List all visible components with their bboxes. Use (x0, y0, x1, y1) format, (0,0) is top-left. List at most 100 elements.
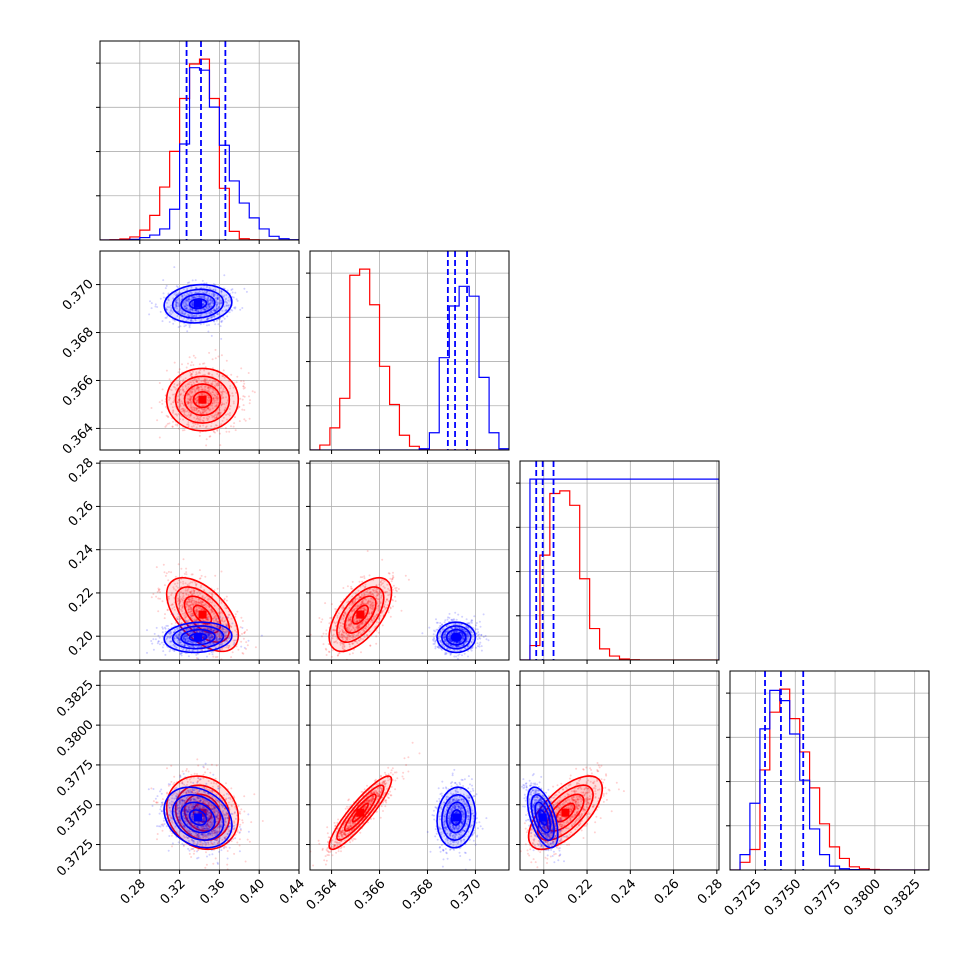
scatter-point (237, 638, 239, 640)
scatter-point (234, 292, 236, 294)
scatter-point (375, 635, 377, 637)
scatter-point (240, 380, 242, 382)
scatter-point (146, 629, 148, 631)
scatter-point (159, 401, 161, 403)
scatter-point (334, 675, 336, 677)
scatter-point (364, 577, 366, 579)
scatter-point (162, 320, 164, 322)
scatter-point (187, 363, 189, 365)
scatter-point (405, 575, 407, 577)
scatter-point (163, 644, 165, 646)
scatter-point (178, 326, 180, 328)
scatter-point (185, 571, 187, 573)
scatter-point (243, 288, 245, 290)
scatter-point (483, 636, 485, 638)
panel-1-0: 0.3640.3660.3680.370 (60, 251, 299, 458)
scatter-point (215, 349, 217, 351)
scatter-point (225, 617, 227, 619)
scatter-point (378, 632, 380, 634)
scatter-point (156, 566, 158, 568)
scatter-point (389, 578, 391, 580)
y-tick-label: 0.20 (66, 628, 97, 659)
scatter-point (159, 643, 161, 645)
scatter-point (157, 635, 159, 637)
scatter-point (359, 581, 361, 583)
scatter-point (164, 426, 166, 428)
scatter-point (331, 656, 333, 658)
scatter-point (151, 407, 153, 409)
scatter-point (337, 673, 339, 675)
scatter-point (185, 568, 187, 570)
scatter-point (197, 653, 199, 655)
scatter-point (191, 574, 193, 576)
scatter-point (234, 639, 236, 641)
scatter-point (162, 628, 164, 630)
scatter-point (212, 656, 214, 658)
scatter-point (248, 372, 250, 374)
scatter-point (230, 656, 232, 658)
panel-plot-area (100, 41, 299, 240)
scatter-point (195, 279, 197, 281)
scatter-point (156, 419, 158, 421)
scatter-point (169, 378, 171, 380)
scatter-point (350, 588, 352, 590)
scatter-point (233, 667, 235, 669)
scatter-point (248, 395, 250, 397)
histogram-series-0-param-0 (100, 59, 299, 240)
y-tick-label: 0.24 (66, 542, 97, 573)
scatter-point (156, 306, 158, 308)
scatter-point (173, 266, 175, 268)
scatter-point (241, 627, 243, 629)
scatter-point (237, 649, 239, 651)
scatter-point (350, 586, 352, 588)
scatter-point (391, 580, 393, 582)
scatter-point (328, 622, 330, 624)
scatter-point (190, 364, 192, 366)
scatter-point (186, 330, 188, 332)
scatter-point (157, 610, 159, 612)
scatter-point (232, 651, 234, 653)
scatter-point (177, 613, 179, 615)
scatter-point (164, 613, 166, 615)
panel-2-1 (306, 461, 509, 677)
scatter-point (382, 624, 384, 626)
scatter-point (158, 640, 160, 642)
scatter-point (175, 424, 177, 426)
scatter-point (169, 321, 171, 323)
scatter-point (396, 590, 398, 592)
panel-2-0: 0.200.220.240.260.28 (66, 455, 299, 669)
scatter-point (157, 642, 159, 644)
scatter-point (389, 573, 391, 575)
scatter-point (249, 402, 251, 404)
scatter-point (238, 406, 240, 408)
scatter-point (164, 654, 166, 656)
scatter-point (192, 279, 194, 281)
scatter-point (152, 638, 154, 640)
scatter-point (199, 363, 201, 365)
scatter-point (369, 645, 371, 647)
scatter-point (241, 633, 243, 635)
scatter-point (254, 391, 256, 393)
scatter-point (324, 602, 326, 604)
scatter-point (462, 661, 464, 663)
scatter-point (167, 625, 169, 627)
scatter-point (164, 627, 166, 629)
scatter-point (244, 387, 246, 389)
scatter-point (226, 360, 228, 362)
scatter-point (224, 598, 226, 600)
scatter-point (331, 617, 333, 619)
scatter-point (208, 352, 210, 354)
scatter-point (152, 593, 154, 595)
scatter-point (177, 618, 179, 620)
scatter-point (161, 400, 163, 402)
scatter-point (215, 618, 217, 620)
scatter-point (235, 429, 237, 431)
scatter-point (471, 650, 473, 652)
histogram-series-1-param-0 (100, 68, 299, 240)
scatter-point (180, 568, 182, 570)
scatter-point (151, 307, 153, 309)
scatter-point (244, 647, 246, 649)
scatter-point (375, 643, 377, 645)
scatter-point (166, 285, 168, 287)
scatter-point (363, 575, 365, 577)
